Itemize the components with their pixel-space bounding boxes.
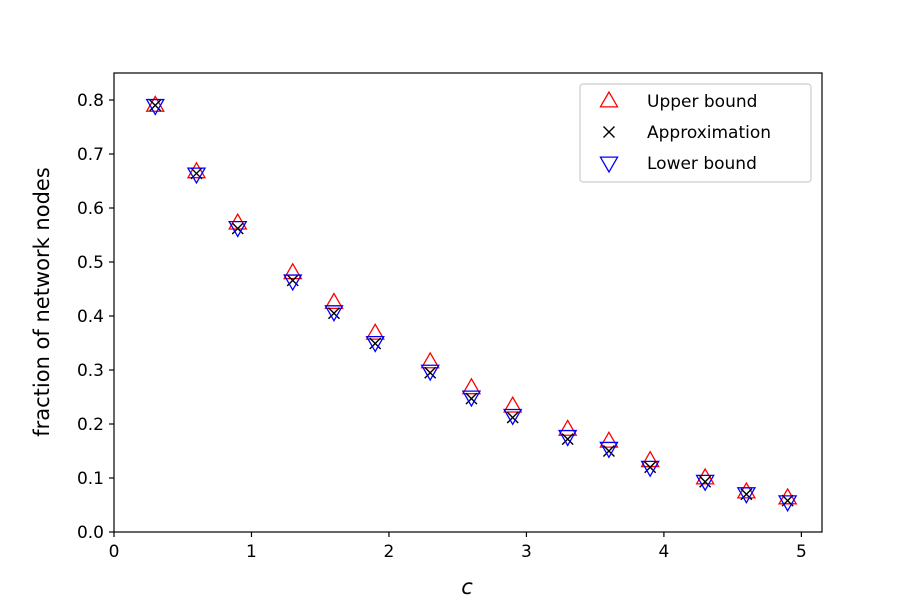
y-tick-label: 0.3: [77, 361, 104, 381]
y-tick-label: 0.2: [77, 415, 104, 435]
lower-bound-point: [599, 441, 619, 459]
lower-bound-point: [283, 274, 303, 292]
lower-bound-point: [736, 487, 757, 504]
upper-bound-point: [557, 419, 578, 436]
x-tick-label: 1: [246, 542, 257, 562]
upper-bound-point: [186, 161, 207, 179]
approximation-point: [699, 475, 712, 488]
lower-bound-point: [777, 495, 798, 513]
x-tick-label: 3: [521, 542, 532, 562]
y-tick-label: 0.4: [77, 307, 104, 327]
approximation-point: [369, 337, 382, 350]
plot-area-frame: [113, 72, 823, 533]
approximation-point: [465, 392, 478, 405]
y-tick-label: 0.0: [77, 523, 104, 543]
lower-bound-point: [503, 408, 523, 426]
x-tick-label: 2: [384, 542, 395, 562]
lower-bound-point: [228, 220, 248, 238]
y-tick-label: 0.1: [77, 469, 104, 489]
x-axis-label: c: [461, 575, 473, 599]
legend-label-upper-bound: Upper bound: [647, 92, 757, 112]
upper-bound-point: [695, 467, 715, 485]
approximation-point: [740, 488, 753, 501]
legend-box: [579, 83, 812, 183]
lower-bound-point: [186, 167, 207, 185]
y-tick-label: 0.8: [77, 91, 104, 111]
approximation-point: [506, 411, 519, 424]
upper-bound-point: [145, 95, 165, 112]
lower-bound-point: [461, 390, 482, 408]
lower-bound-point: [420, 364, 440, 382]
lower-bound-point: [324, 305, 344, 322]
legend-marker-approximation: [603, 126, 615, 138]
lower-bound-point: [557, 429, 578, 447]
legend: Upper bound Approximation Lower bound: [579, 83, 812, 183]
approximation-point: [561, 433, 574, 446]
legend-label-lower-bound: Lower bound: [647, 154, 757, 174]
y-axis-label: fraction of network nodes: [30, 167, 54, 437]
approximation-point: [231, 222, 244, 235]
upper-bound-point: [365, 322, 385, 340]
x-tick-label: 5: [796, 542, 807, 562]
x-tick-label: 0: [109, 542, 120, 562]
legend-label-approximation: Approximation: [647, 123, 771, 143]
upper-bound-point: [599, 430, 619, 448]
lower-bound-point: [695, 474, 715, 492]
approximation-point: [424, 366, 437, 379]
upper-bound-point: [283, 262, 303, 280]
approximation-point: [602, 445, 615, 457]
upper-bound-point: [420, 351, 440, 369]
legend-marker-upper-bound: [599, 90, 619, 108]
upper-bound-point: [503, 395, 523, 413]
y-tick-label: 0.6: [77, 199, 104, 219]
lower-bound-point: [640, 460, 660, 478]
lower-bound-point: [365, 335, 385, 353]
approximation-point: [327, 307, 340, 320]
approximation-point: [149, 99, 162, 112]
y-tick-label: 0.5: [77, 253, 104, 273]
x-tick-label: 4: [658, 542, 669, 562]
upper-bound-point: [736, 481, 757, 499]
upper-bound-point: [640, 450, 660, 468]
upper-bound-point: [324, 292, 344, 310]
y-tick-label: 0.7: [77, 145, 104, 165]
upper-bound-point: [461, 377, 482, 395]
legend-marker-lower-bound: [599, 156, 619, 174]
lower-bound-point: [145, 98, 165, 116]
